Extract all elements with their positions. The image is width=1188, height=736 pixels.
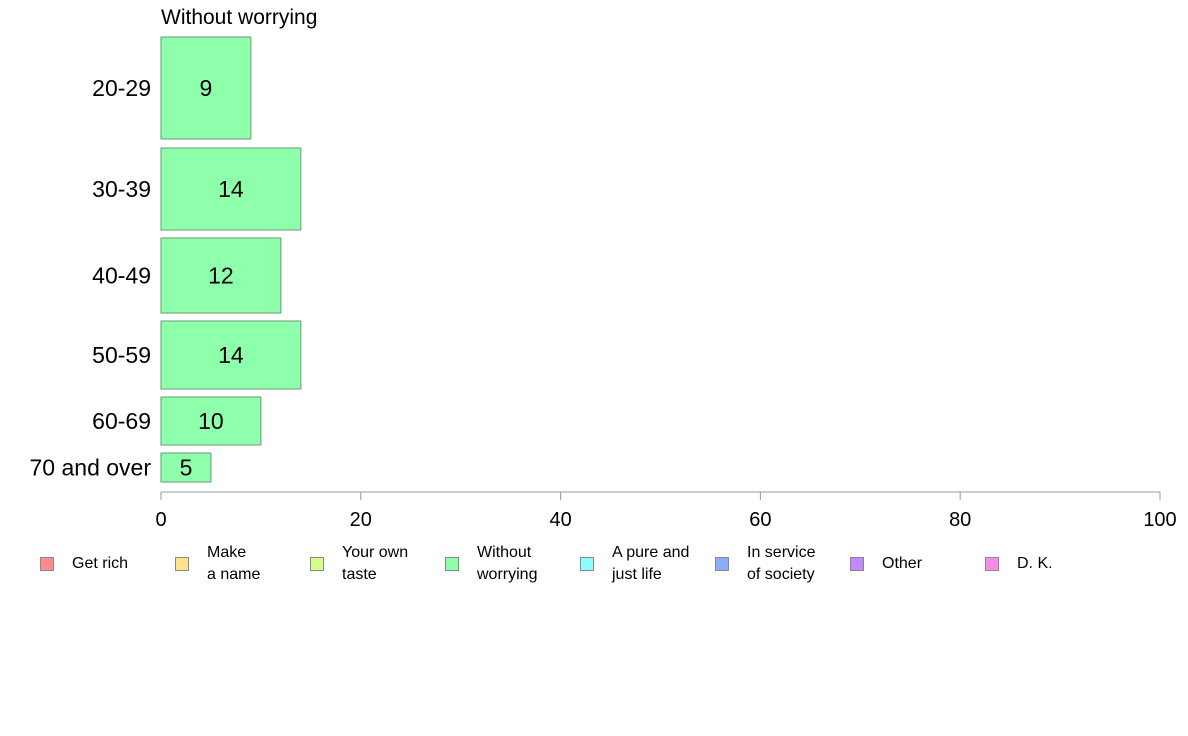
legend-item: In service of society <box>715 540 815 588</box>
bar-value-label: 14 <box>218 176 244 202</box>
legend-item: Other <box>850 540 922 588</box>
legend-label: D. K. <box>1017 555 1053 572</box>
bar-60-69 <box>160 396 262 446</box>
legend: Get rich Make a name Your own taste Without… <box>0 540 1188 590</box>
legend-label: Your own taste <box>342 544 409 583</box>
legend-label: A pure and just life <box>612 544 690 583</box>
x-tick-label: 60 <box>749 509 771 531</box>
bar-40-49 <box>160 237 282 314</box>
legend-swatch <box>310 557 324 571</box>
bar-value-label: 5 <box>180 455 193 481</box>
x-tick-label: 80 <box>949 509 971 531</box>
bar-value-label: 14 <box>218 342 244 368</box>
legend-swatch <box>445 557 459 571</box>
bar-70-and-over <box>160 452 212 483</box>
category-label: 50-59 <box>92 342 151 368</box>
bars-layer: 9 20-29 14 30-39 12 40-49 14 50-59 10 60-69 5 70 an… <box>30 36 302 483</box>
category-label: 70 and over <box>30 455 152 481</box>
bar-20-29 <box>160 36 252 140</box>
legend-label: Without worrying <box>477 544 538 583</box>
legend-item: D. K. <box>985 540 1053 588</box>
legend-item: Make a name <box>175 540 260 588</box>
chart-title: Without worrying <box>161 6 317 29</box>
x-tick-label: 40 <box>549 509 571 531</box>
legend-label: In service of society <box>747 544 816 583</box>
legend-item: Get rich <box>40 540 128 588</box>
legend-label: Get rich <box>72 555 129 572</box>
bar-value-label: 12 <box>208 263 234 289</box>
x-tick-label: 100 <box>1143 509 1176 531</box>
category-label: 30-39 <box>92 176 151 202</box>
legend-item: A pure and just life <box>580 540 689 588</box>
bar-30-39 <box>160 147 302 231</box>
legend-swatch <box>175 557 189 571</box>
legend-swatch <box>715 557 729 571</box>
bar-50-59 <box>160 320 302 390</box>
category-label: 60-69 <box>92 408 151 434</box>
x-tick-label: 0 <box>155 509 166 531</box>
x-tick-label: 20 <box>350 509 372 531</box>
category-label: 20-29 <box>92 75 151 101</box>
x-axis: 0 20 40 60 80 100 <box>155 491 1177 531</box>
legend-swatch <box>850 557 864 571</box>
legend-label: Other <box>882 555 923 572</box>
legend-swatch <box>985 557 999 571</box>
legend-swatch <box>580 557 594 571</box>
category-label: 40-49 <box>92 263 151 289</box>
legend-item: Without worrying <box>445 540 537 588</box>
legend-item: Your own taste <box>310 540 408 588</box>
legend-swatch <box>40 557 54 571</box>
bar-value-label: 9 <box>200 75 213 101</box>
legend-label: Make a name <box>207 544 261 583</box>
bar-value-label: 10 <box>198 408 224 434</box>
